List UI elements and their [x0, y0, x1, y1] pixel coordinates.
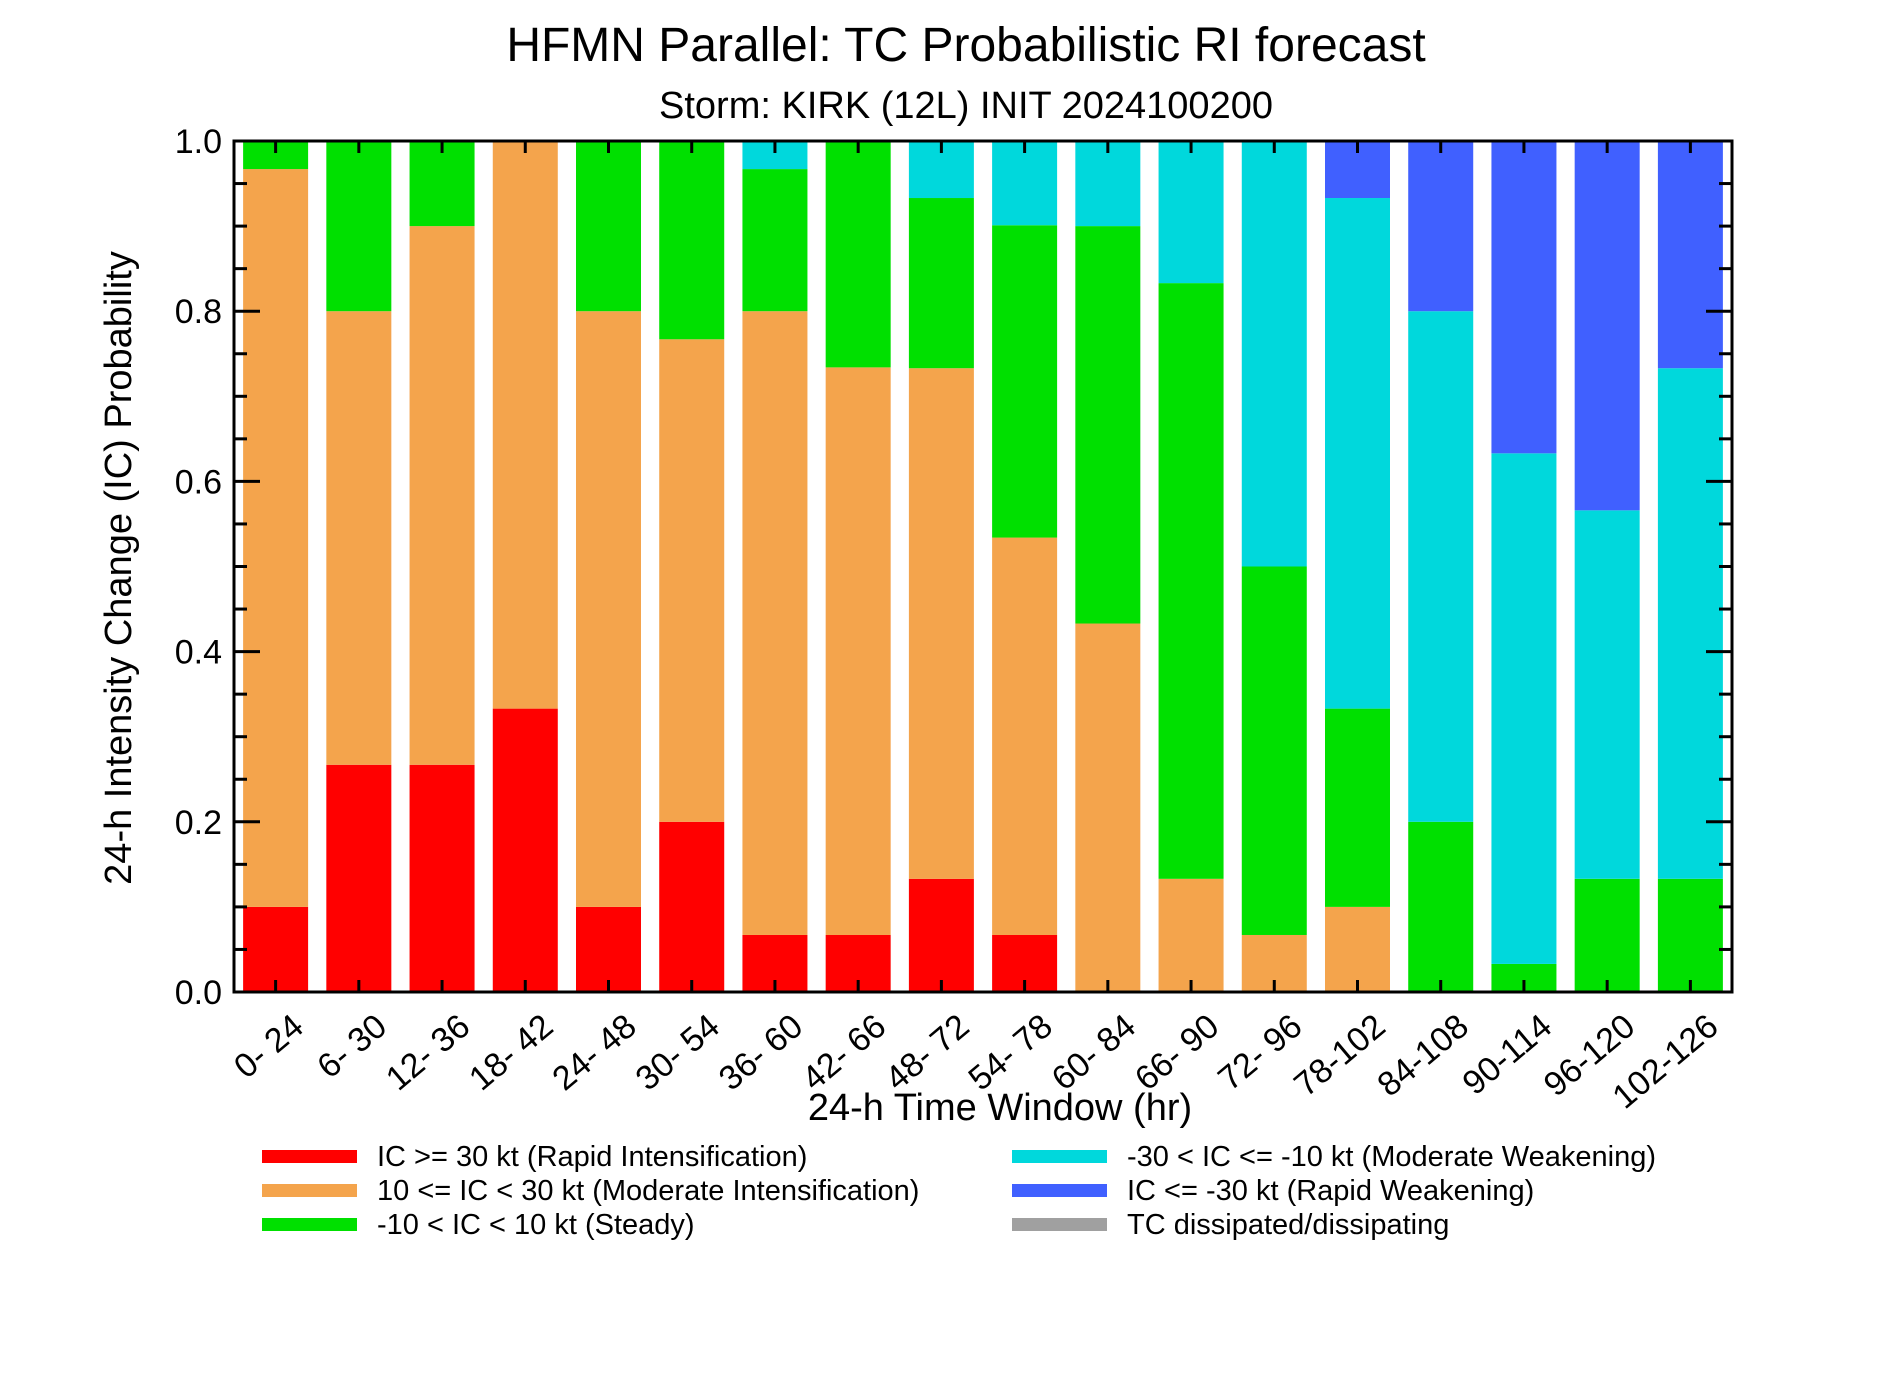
legend-swatch-2: [262, 1218, 357, 1231]
x-tick-label-48-72: 48- 72: [878, 1007, 976, 1098]
bar-segment-54-78-series-2: [992, 225, 1058, 538]
bar-segment-90-114-series-3: [1491, 453, 1557, 964]
y-axis-label: 24-h Intensity Change (IC) Probability: [98, 251, 140, 885]
bars-group: [243, 140, 1723, 992]
x-tick-label-54-78: 54- 78: [961, 1007, 1059, 1098]
bar-segment-36-60-series-2: [742, 169, 808, 312]
bar-segment-6-30-series-2: [326, 141, 392, 312]
axes-group: [232, 139, 1734, 994]
y-tick-label: 1.0: [175, 123, 222, 161]
bar-segment-96-120-series-3: [1574, 510, 1640, 879]
chart-title: HFMN Parallel: TC Probabilistic RI forec…: [506, 19, 1425, 72]
bar-segment-96-120-series-4: [1574, 141, 1640, 511]
bar-segment-24-48-series-1: [576, 311, 641, 907]
bar-segment-48-72-series-2: [908, 198, 974, 369]
bar-segment-66-90-series-1: [1158, 878, 1224, 992]
x-tick-label-66-90: 66- 90: [1128, 1007, 1226, 1098]
bar-segment-54-78-series-1: [992, 537, 1058, 935]
y-tick-labels: 0.0 0.2 0.4 0.6 0.8 1.0: [175, 123, 222, 1012]
x-tick-label-90-114: 90-114: [1455, 1007, 1559, 1103]
bar-segment-96-120-series-2: [1574, 878, 1640, 992]
bar-segment-78-102-series-2: [1325, 708, 1390, 907]
bar-segment-54-78-series-3: [992, 140, 1058, 226]
y-tick-label: 0.4: [175, 634, 222, 672]
bar-segment-102-126-series-4: [1657, 141, 1723, 369]
bar-segment-12-36-series-0: [409, 764, 475, 992]
legend-swatch-5: [1012, 1218, 1107, 1231]
legend-swatch-3: [1012, 1150, 1107, 1163]
y-tick-label: 0.0: [175, 974, 222, 1012]
bar-segment-60-84-series-2: [1075, 226, 1141, 624]
legend-label-3: -30 < IC <= -10 kt (Moderate Weakening): [1127, 1141, 1656, 1173]
legend-label-5: TC dissipated/dissipating: [1127, 1209, 1449, 1241]
legend: IC >= 30 kt (Rapid Intensification)10 <=…: [262, 1141, 1656, 1241]
bar-segment-66-90-series-3: [1158, 141, 1224, 284]
bar-segment-18-42-series-0: [492, 708, 558, 992]
legend-label-4: IC <= -30 kt (Rapid Weakening): [1127, 1175, 1534, 1207]
bar-segment-18-42-series-1: [492, 141, 558, 709]
bar-segment-6-30-series-0: [326, 764, 392, 992]
legend-label-0: IC >= 30 kt (Rapid Intensification): [377, 1141, 807, 1173]
y-tick-label: 0.2: [175, 804, 222, 842]
x-tick-label-6-30: 6- 30: [310, 1007, 394, 1086]
bar-segment-12-36-series-2: [409, 141, 475, 227]
x-tick-label-30-54: 30- 54: [629, 1007, 727, 1098]
x-tick-label-36-60: 36- 60: [712, 1007, 810, 1098]
bar-segment-30-54-series-1: [659, 339, 725, 822]
bar-segment-48-72-series-1: [908, 368, 974, 879]
x-tick-label-84-108: 84-108: [1370, 1007, 1476, 1104]
legend-label-2: -10 < IC < 10 kt (Steady): [377, 1209, 695, 1241]
bar-segment-84-108-series-3: [1408, 311, 1474, 822]
y-tick-label: 0.8: [175, 293, 222, 331]
bar-segment-78-102-series-1: [1325, 906, 1390, 992]
x-tick-label-18-42: 18- 42: [462, 1007, 560, 1098]
bar-segment-42-66-series-2: [825, 140, 891, 368]
bar-segment-0-24-series-1: [243, 169, 309, 907]
bar-segment-60-84-series-3: [1075, 141, 1141, 227]
bar-segment-24-48-series-0: [576, 906, 641, 992]
bar-segment-72-96-series-2: [1241, 566, 1307, 935]
bar-segment-30-54-series-2: [659, 141, 725, 340]
x-tick-label-42-66: 42- 66: [795, 1007, 893, 1098]
x-tick-label-0-24: 0- 24: [227, 1007, 311, 1086]
legend-swatch-0: [262, 1150, 357, 1163]
bar-segment-102-126-series-3: [1657, 368, 1723, 879]
bar-segment-90-114-series-4: [1491, 141, 1557, 454]
x-tick-label-60-84: 60- 84: [1045, 1007, 1143, 1098]
bar-segment-24-48-series-2: [576, 141, 641, 312]
bar-segment-42-66-series-1: [825, 367, 891, 935]
x-tick-label-78-102: 78-102: [1287, 1007, 1393, 1104]
bar-segment-102-126-series-2: [1657, 878, 1723, 992]
bar-segment-60-84-series-1: [1075, 623, 1141, 992]
bar-segment-6-30-series-1: [326, 311, 392, 765]
y-tick-label: 0.6: [175, 463, 222, 501]
legend-swatch-1: [262, 1184, 357, 1197]
bar-segment-48-72-series-0: [908, 878, 974, 992]
bar-segment-84-108-series-4: [1408, 141, 1474, 312]
legend-swatch-4: [1012, 1184, 1107, 1197]
bar-segment-30-54-series-0: [659, 821, 725, 992]
x-tick-label-24-48: 24- 48: [545, 1007, 643, 1098]
bar-segment-12-36-series-1: [409, 226, 475, 765]
bar-segment-72-96-series-3: [1241, 141, 1307, 567]
legend-label-1: 10 <= IC < 30 kt (Moderate Intensificati…: [377, 1175, 919, 1207]
bar-segment-78-102-series-3: [1325, 198, 1390, 709]
x-tick-label-12-36: 12- 36: [379, 1007, 477, 1098]
bar-segment-0-24-series-0: [243, 906, 309, 992]
bar-segment-84-108-series-2: [1408, 821, 1474, 992]
bar-segment-36-60-series-1: [742, 311, 808, 935]
x-axis-label: 24-h Time Window (hr): [808, 1087, 1192, 1129]
chart-subtitle: Storm: KIRK (12L) INIT 2024100200: [659, 85, 1273, 127]
bar-segment-66-90-series-2: [1158, 283, 1224, 879]
